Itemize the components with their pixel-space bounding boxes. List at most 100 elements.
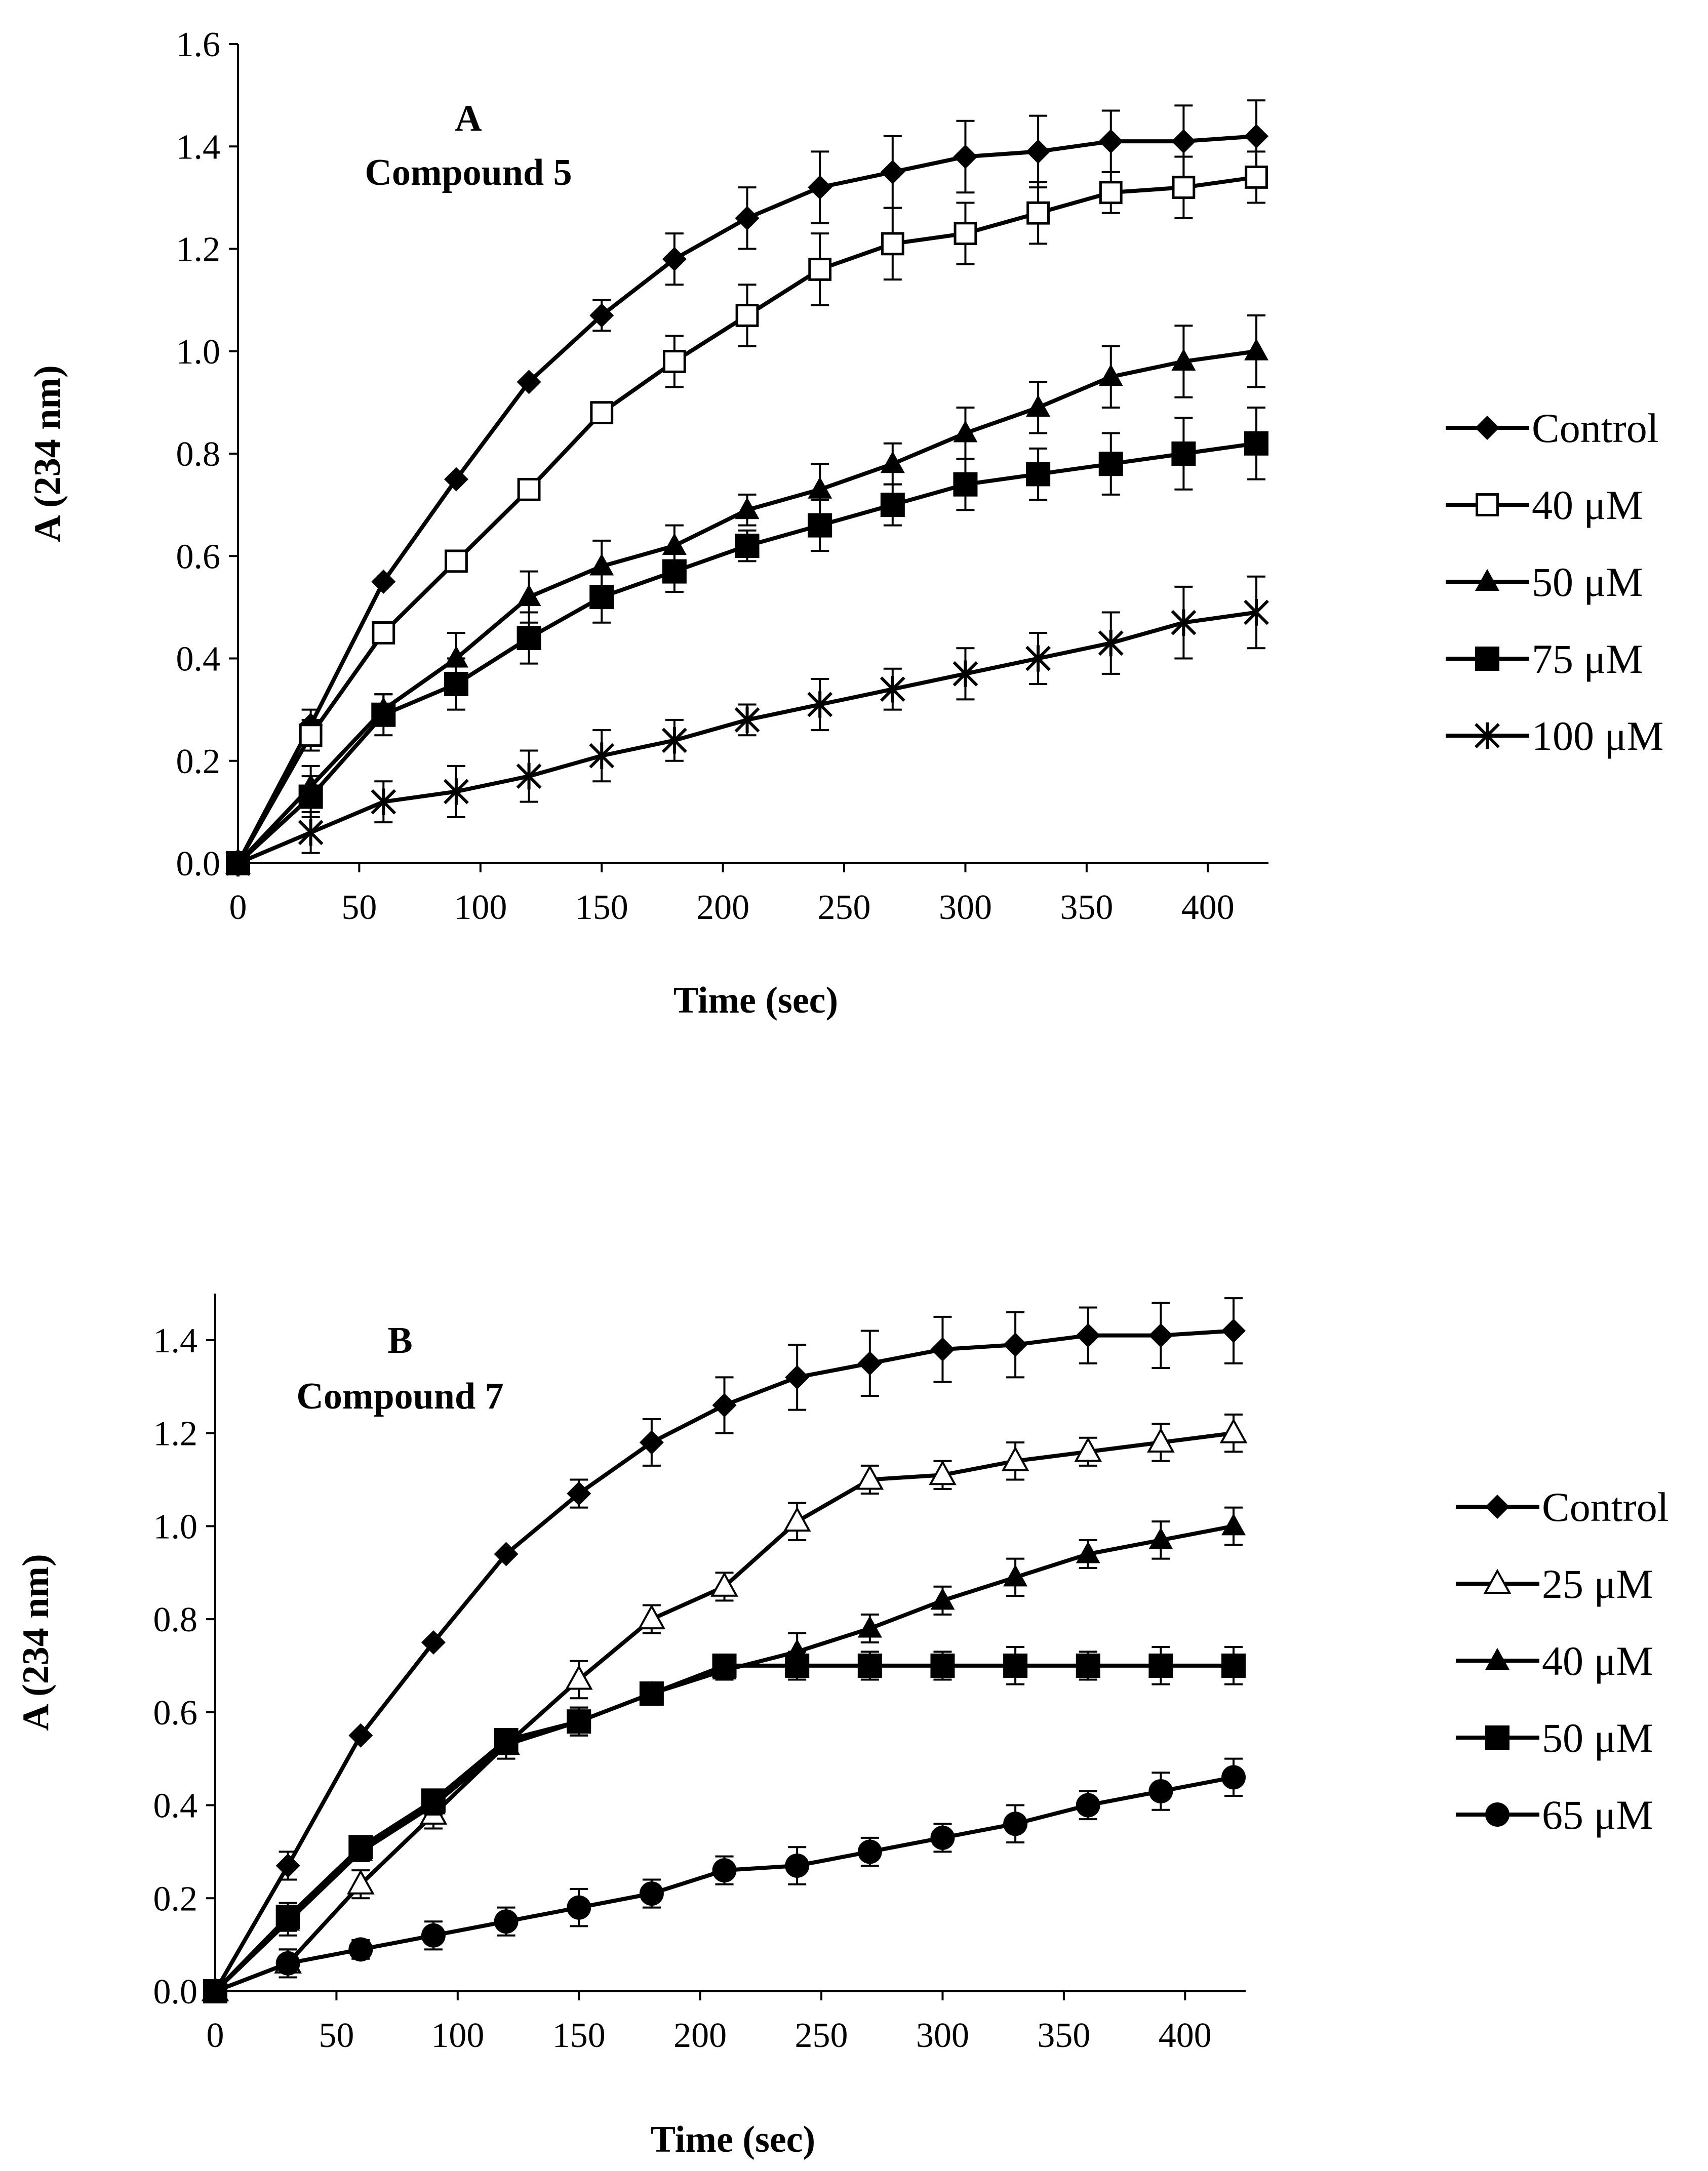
panel-a-data-point	[517, 626, 541, 651]
panel-b-data-point	[567, 1481, 591, 1506]
panel-a-y-tick-label: 0.2	[176, 742, 221, 781]
panel-a-data-point	[880, 451, 905, 473]
panel-b-data-point	[348, 1835, 373, 1860]
panel-a-data-point	[1098, 629, 1124, 657]
panel-a-y-axis-title: A (234 nm)	[27, 365, 68, 542]
panel-a-y-tick-label: 0.4	[176, 640, 221, 679]
panel-b-legend-marker	[1485, 1647, 1510, 1670]
panel-a-legend-item: Control	[1446, 405, 1659, 451]
panel-a-data-point	[1026, 462, 1051, 487]
panel-a-y-tick-label: 1.6	[176, 25, 221, 64]
panel-b-title: Compound 7	[296, 1376, 503, 1417]
panel-a-legend-label: 50 μM	[1532, 559, 1643, 605]
panel-b-legend-marker	[1485, 1725, 1510, 1750]
panel-b-data-point	[421, 1788, 446, 1813]
panel-b-data-point	[712, 1858, 737, 1883]
panel-a-data-point	[1244, 599, 1269, 626]
panel-b-y-tick-label: 0.2	[153, 1879, 198, 1918]
panel-a-data-point	[1098, 452, 1123, 476]
panel-b-legend-label: 40 μM	[1542, 1638, 1653, 1684]
panel-b-series-4	[203, 1757, 1246, 2003]
panel-a-legend-marker	[1476, 493, 1499, 516]
panel-b-data-point	[638, 1604, 666, 1630]
panel-a-data-point	[444, 467, 468, 492]
panel-b-legend-item: 65 μM	[1456, 1792, 1653, 1838]
panel-b-letter: B	[387, 1320, 412, 1361]
panel-b-data-point	[1076, 1541, 1100, 1563]
panel-b-data-point	[1074, 1437, 1102, 1462]
panel-a-series-1	[226, 150, 1268, 875]
panel-a-data-point	[734, 706, 760, 734]
panel-b-y-tick-label: 0.4	[153, 1787, 198, 1826]
panel-a-data-point	[298, 784, 323, 809]
panel-b-data-point	[565, 1665, 593, 1690]
panel-b-data-point	[1003, 1564, 1028, 1587]
panel-b-data-point	[1076, 1793, 1100, 1818]
panel-a-data-point	[662, 247, 687, 271]
panel-a-legend-marker	[1475, 416, 1499, 440]
panel-a-y-tick-label: 1.0	[176, 333, 221, 372]
panel-b-data-point	[1003, 1812, 1028, 1836]
panel-a-data-point	[444, 778, 469, 805]
panel-a-y-tick-label: 1.4	[176, 128, 221, 167]
panel-b-x-tick-label: 50	[319, 2016, 354, 2055]
panel-b-data-point	[1148, 1527, 1173, 1549]
panel-a-data-point	[1244, 431, 1269, 456]
panel-a-data-point	[371, 702, 396, 727]
panel-a-data-point	[735, 497, 760, 519]
panel-b-legend-label: 65 μM	[1542, 1792, 1653, 1838]
panel-b-data-point	[1148, 1653, 1173, 1678]
panel-b-data-point	[1003, 1333, 1028, 1357]
panel-b-data-point	[783, 1506, 811, 1532]
panel-b-x-tick-label: 250	[795, 2016, 848, 2055]
panel-b-data-point	[1003, 1653, 1028, 1678]
panel-b-data-point	[639, 1881, 664, 1906]
panel-b-data-point	[712, 1393, 737, 1418]
panel-a-data-point	[1025, 645, 1051, 672]
panel-a-x-tick-label: 0	[229, 888, 247, 927]
panel-a-x-tick-label: 250	[818, 888, 871, 927]
panel-a-y-tick-label: 0.6	[176, 537, 221, 576]
panel-a-series-3	[226, 406, 1269, 875]
panel-a-data-point	[1245, 166, 1268, 189]
panel-a-data-point	[1026, 139, 1051, 164]
chart-panel-b: 0.0 0.2 0.4 0.6 0.8 1.0 1.2 1.4 0 50 100 150 200 250 3…	[15, 1294, 1669, 2160]
panel-a-data-point	[1098, 364, 1123, 386]
panel-b-legend-label: 25 μM	[1542, 1561, 1653, 1607]
panel-b-data-point	[856, 1465, 884, 1490]
panel-b-data-point	[203, 1979, 227, 2003]
panel-a-data-point	[662, 559, 687, 584]
panel-a-data-point	[952, 660, 978, 688]
panel-a-data-point	[589, 303, 614, 328]
panel-a-data-point	[1171, 609, 1197, 636]
panel-b-x-tick-label: 150	[552, 2016, 606, 2055]
panel-a-title: Compound 5	[365, 152, 572, 193]
panel-a-data-point	[880, 493, 905, 517]
panel-b-data-point	[1147, 1427, 1175, 1453]
panel-b-data-point	[494, 1542, 519, 1566]
panel-b-data-point	[1148, 1323, 1173, 1348]
panel-b-x-tick-label: 400	[1159, 2016, 1212, 2055]
panel-b-x-tick-label: 350	[1037, 2016, 1090, 2055]
panel-b-data-point	[421, 1630, 446, 1655]
panel-b-series-0	[203, 1297, 1246, 2003]
panel-b-data-point	[494, 1727, 519, 1752]
panel-a-y-tick-label: 0.0	[176, 845, 221, 883]
panel-b-legend-marker	[1485, 1802, 1510, 1827]
panel-a-data-point	[589, 742, 615, 769]
panel-a-letter: A	[455, 98, 482, 139]
panel-a-x-tick-label: 100	[454, 888, 507, 927]
panel-a-data-point	[735, 534, 760, 558]
panel-a-x-tick-label: 400	[1181, 888, 1235, 927]
panel-b-data-point	[785, 1653, 810, 1678]
panel-b-legend-marker	[1483, 1569, 1512, 1594]
panel-a-data-point	[1171, 348, 1196, 371]
panel-b-data-point	[1221, 1653, 1246, 1678]
panel-a-data-point	[589, 553, 614, 576]
panel-a-data-point	[372, 621, 395, 645]
panel-b-data-point	[857, 1653, 882, 1678]
panel-b-data-point	[1076, 1323, 1100, 1348]
panel-b-legend-label: 50 μM	[1542, 1715, 1653, 1761]
panel-a-legend-label: 75 μM	[1532, 636, 1643, 682]
panel-a-legend-label: 40 μM	[1532, 482, 1643, 528]
